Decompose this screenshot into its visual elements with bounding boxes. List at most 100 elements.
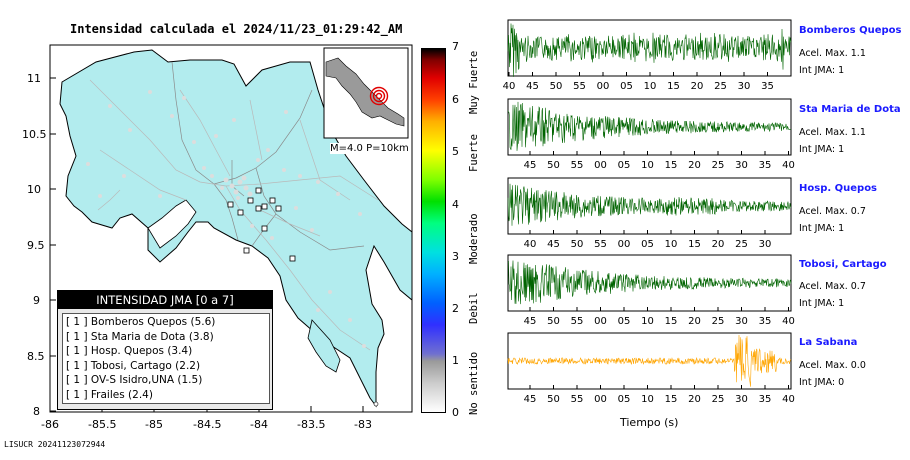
waveform-tick-label: 35: [759, 160, 772, 171]
map-xtick-label: -83.5: [297, 418, 326, 431]
waveform-tick-label: 05: [618, 316, 631, 327]
province-borders: [171, 61, 365, 251]
waveform-tick-label: 20: [712, 239, 725, 250]
waveform-tick-label: 45: [524, 160, 537, 171]
waveform-tick-label: 10: [644, 81, 657, 92]
waveform-tick-label: 20: [688, 160, 701, 171]
waveform-tick-label: 15: [665, 394, 678, 405]
waveform-trace: [507, 23, 792, 77]
costa-rica-land: [59, 49, 413, 408]
colorbar-tick: 7: [452, 40, 459, 53]
trace-jma: Int JMA: 1: [799, 298, 845, 309]
station-south: [373, 401, 379, 407]
trace-jma: Int JMA: 1: [799, 65, 845, 76]
waveform-tick-label: 55: [573, 81, 586, 92]
trace-jma: Int JMA: 1: [799, 144, 845, 155]
waveform-tick-label: 30: [738, 81, 751, 92]
legend-item: [ 1 ] OV-S Isidro,UNA (1.5): [66, 374, 203, 386]
waveform-tick-label: 10: [641, 160, 654, 171]
waveform-tick-label: 50: [547, 394, 560, 405]
map-ytick-label: 9.5: [27, 239, 45, 252]
waveform-tick-label: 40: [503, 81, 516, 92]
map-xtick-label: -84.5: [193, 418, 222, 431]
waveform-tick-label: 10: [665, 239, 678, 250]
waveform-tick-label: 00: [594, 160, 607, 171]
waveform-tick-label: 15: [688, 239, 701, 250]
legend-item: [ 1 ] Bomberos Quepos (5.6): [66, 316, 216, 328]
waveform-tick-label: 05: [618, 160, 631, 171]
waveform-tick-label: 00: [597, 81, 610, 92]
epicenter-icon: [369, 86, 389, 106]
inset-label: M=4.0 P=10km: [330, 143, 409, 154]
waveform-tick-label: 35: [759, 316, 772, 327]
waveform-trace: [507, 260, 792, 305]
waveform-tick-label: 40: [782, 394, 795, 405]
waveform-tick-label: 50: [547, 160, 560, 171]
colorbar-tick: 4: [452, 198, 459, 211]
trace-acel: Acel. Max. 0.0: [799, 360, 866, 371]
waveform-tick-label: 35: [759, 394, 772, 405]
map-ytick-label: 11: [27, 72, 41, 85]
intensity-colorbar: [421, 48, 446, 413]
waveform-tick-label: 15: [665, 160, 678, 171]
map-xtick-label: -85.5: [88, 418, 117, 431]
inset-land: [325, 57, 405, 127]
colorbar-tick: 2: [452, 302, 459, 315]
legend-list: [ 1 ] Bomberos Quepos (5.6) [ 1 ] Sta Ma…: [62, 313, 270, 404]
waveform-tick-label: 50: [547, 316, 560, 327]
map-ytick-label: 8: [33, 405, 40, 418]
waveform-tick-label: 45: [547, 239, 560, 250]
waveform-tick-label: 45: [524, 394, 537, 405]
waveform-tick-label: 55: [571, 316, 584, 327]
waveform-tick-label: 45: [526, 81, 539, 92]
map-xtick-label: -85: [145, 418, 163, 431]
waveform-tick-label: 15: [665, 316, 678, 327]
colorbar-tick: 5: [452, 145, 459, 158]
legend-title: INTENSIDAD JMA [0 a 7]: [58, 291, 272, 309]
station-dots: [86, 90, 366, 348]
waveform-trace: [507, 101, 792, 151]
trace-acel: Acel. Max. 0.7: [799, 281, 866, 292]
colorbar-label: Moderado: [468, 213, 480, 264]
station-markers: [227, 187, 296, 262]
map-ytick-label: 8.5: [27, 350, 45, 363]
waveform-tick-label: 15: [667, 81, 680, 92]
map-xtick-label: -83: [354, 418, 372, 431]
trace-acel: Acel. Max. 1.1: [799, 127, 866, 138]
waveform-tick-label: 55: [571, 394, 584, 405]
colorbar-tick: 3: [452, 250, 459, 263]
waveform-tick-label: 05: [620, 81, 633, 92]
map-ytick-label: 10.5: [22, 128, 47, 141]
waveform-tick-label: 00: [594, 316, 607, 327]
waveform-tick-label: 55: [594, 239, 607, 250]
waveform-tick-label: 20: [691, 81, 704, 92]
footer-id: LISUCR 20241123072944: [4, 440, 106, 449]
trace-name: Hosp. Quepos: [799, 183, 878, 194]
waveform-tick-label: 30: [735, 160, 748, 171]
intensity-legend: INTENSIDAD JMA [0 a 7] [ 1 ] Bomberos Qu…: [57, 290, 273, 410]
trace-name: Tobosi, Cartago: [799, 259, 887, 270]
waveform-tick-label: 30: [759, 239, 772, 250]
map-title: Intensidad calculada el 2024/11/23_01:29…: [70, 22, 403, 36]
map-ytick-label: 9: [33, 294, 40, 307]
map-xtick-label: -86: [41, 418, 59, 431]
map-ytick-label: 10: [27, 183, 41, 196]
waveform-tick-label: 40: [782, 160, 795, 171]
colorbar-tick: 1: [452, 354, 459, 367]
waveform-tick-label: 20: [688, 394, 701, 405]
waveform-tick-label: 05: [618, 394, 631, 405]
colorbar-label: No sentido: [468, 352, 480, 415]
roads: [89, 79, 379, 351]
waveform-tick-label: 45: [524, 316, 537, 327]
waveform-tick-label: 10: [641, 316, 654, 327]
colorbar-tick: 0: [452, 406, 459, 419]
legend-item: [ 1 ] Hosp. Quepos (3.4): [66, 345, 193, 357]
waveform-tick-label: 25: [712, 316, 725, 327]
trace-name: Sta Maria de Dota: [799, 104, 901, 115]
colorbar-label: Muy Fuerte: [468, 51, 480, 114]
colorbar-labels: No sentido Debil Moderado Fuerte Muy Fue…: [468, 51, 480, 415]
waveform-tick-label: 35: [761, 81, 774, 92]
colorbar-tick: 6: [452, 93, 459, 106]
trace-name: La Sabana: [799, 337, 858, 348]
